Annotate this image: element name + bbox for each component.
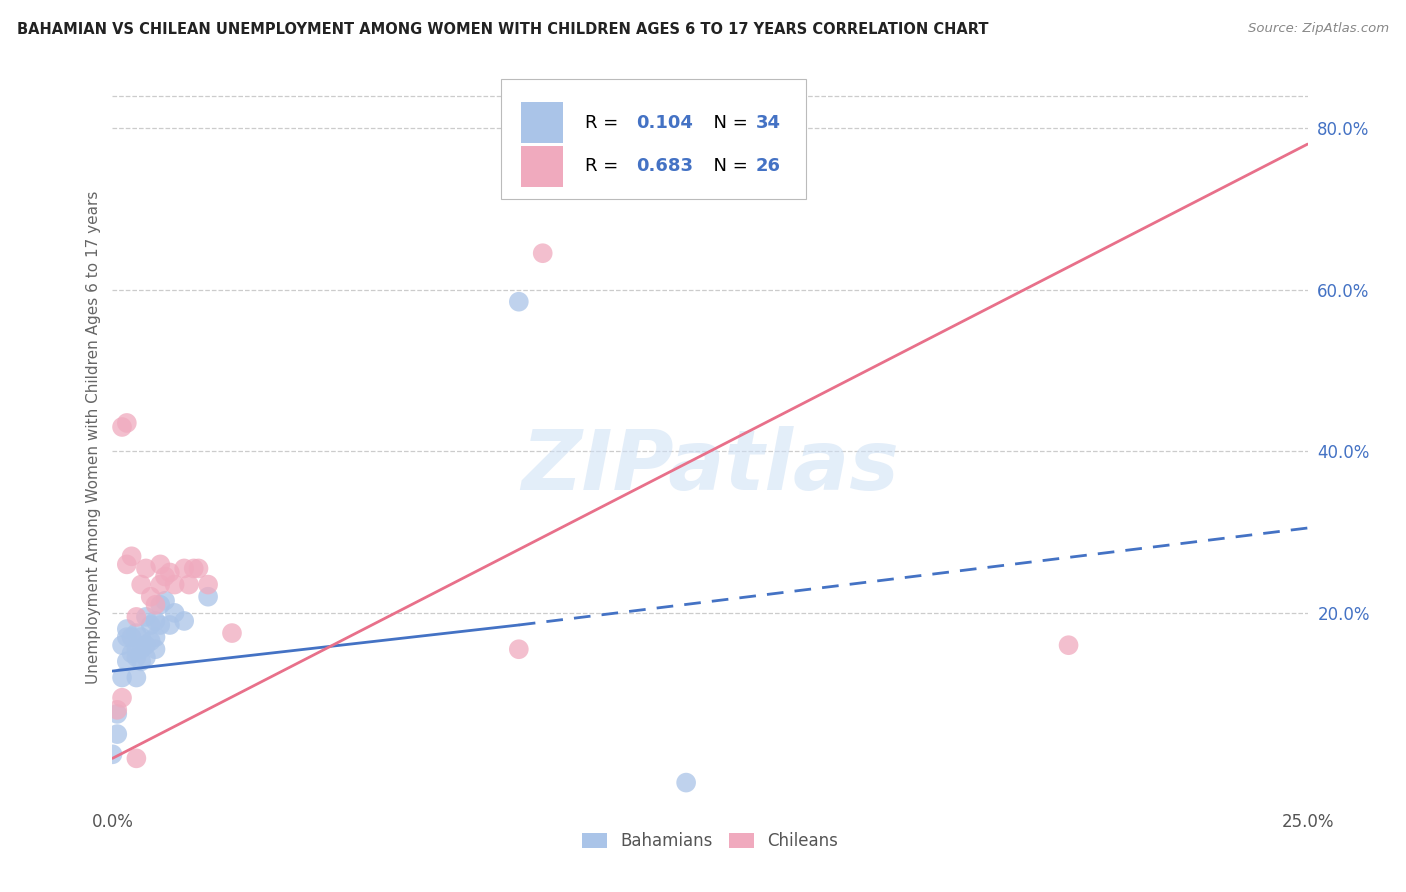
- Point: [508, 642, 530, 657]
- Point: [125, 642, 148, 657]
- Point: [115, 622, 138, 636]
- Point: [139, 590, 162, 604]
- Point: [129, 577, 152, 591]
- Point: [135, 650, 157, 665]
- Legend: Bahamians, Chileans: Bahamians, Chileans: [575, 825, 845, 856]
- Point: [531, 246, 554, 260]
- Point: [125, 671, 148, 685]
- Point: [149, 577, 172, 591]
- Point: [149, 598, 172, 612]
- Point: [111, 671, 134, 685]
- Point: [121, 630, 143, 644]
- Point: [145, 630, 167, 644]
- Y-axis label: Unemployment Among Women with Children Ages 6 to 17 years: Unemployment Among Women with Children A…: [86, 190, 101, 684]
- Point: [129, 630, 152, 644]
- Point: [101, 747, 124, 762]
- Point: [139, 634, 162, 648]
- Point: [135, 561, 157, 575]
- Point: [111, 420, 134, 434]
- Point: [187, 561, 209, 575]
- Point: [159, 618, 181, 632]
- Point: [197, 590, 219, 604]
- Point: [115, 558, 138, 572]
- Point: [145, 642, 167, 657]
- Point: [121, 646, 143, 660]
- Point: [125, 751, 148, 765]
- Text: 34: 34: [755, 113, 780, 131]
- Text: 0.104: 0.104: [636, 113, 693, 131]
- Point: [145, 598, 167, 612]
- Point: [125, 626, 148, 640]
- Point: [105, 706, 128, 721]
- Point: [197, 577, 219, 591]
- Point: [149, 618, 172, 632]
- Point: [111, 690, 134, 705]
- Point: [183, 561, 205, 575]
- Point: [129, 642, 152, 657]
- Point: [139, 618, 162, 632]
- Text: Source: ZipAtlas.com: Source: ZipAtlas.com: [1249, 22, 1389, 36]
- Point: [135, 638, 157, 652]
- Point: [163, 606, 186, 620]
- Point: [675, 775, 697, 789]
- Point: [135, 610, 157, 624]
- Text: R =: R =: [585, 158, 623, 176]
- Text: 0.683: 0.683: [636, 158, 693, 176]
- Point: [125, 610, 148, 624]
- FancyBboxPatch shape: [501, 78, 806, 200]
- Point: [153, 569, 176, 583]
- Point: [173, 561, 195, 575]
- Point: [115, 416, 138, 430]
- Point: [105, 703, 128, 717]
- Point: [145, 614, 167, 628]
- Point: [125, 650, 148, 665]
- Point: [129, 654, 152, 668]
- Point: [177, 577, 200, 591]
- Point: [173, 614, 195, 628]
- Text: BAHAMIAN VS CHILEAN UNEMPLOYMENT AMONG WOMEN WITH CHILDREN AGES 6 TO 17 YEARS CO: BAHAMIAN VS CHILEAN UNEMPLOYMENT AMONG W…: [17, 22, 988, 37]
- Point: [115, 654, 138, 668]
- Point: [105, 727, 128, 741]
- Point: [111, 638, 134, 652]
- Bar: [522, 146, 562, 186]
- Point: [115, 630, 138, 644]
- Text: N =: N =: [702, 158, 754, 176]
- Text: N =: N =: [702, 113, 754, 131]
- Point: [149, 558, 172, 572]
- Point: [159, 566, 181, 580]
- Text: R =: R =: [585, 113, 623, 131]
- Point: [508, 294, 530, 309]
- Point: [153, 593, 176, 607]
- Text: ZIPatlas: ZIPatlas: [522, 425, 898, 507]
- Point: [163, 577, 186, 591]
- Point: [1057, 638, 1080, 652]
- Bar: [522, 103, 562, 143]
- Point: [221, 626, 243, 640]
- Point: [121, 549, 143, 564]
- Text: 26: 26: [755, 158, 780, 176]
